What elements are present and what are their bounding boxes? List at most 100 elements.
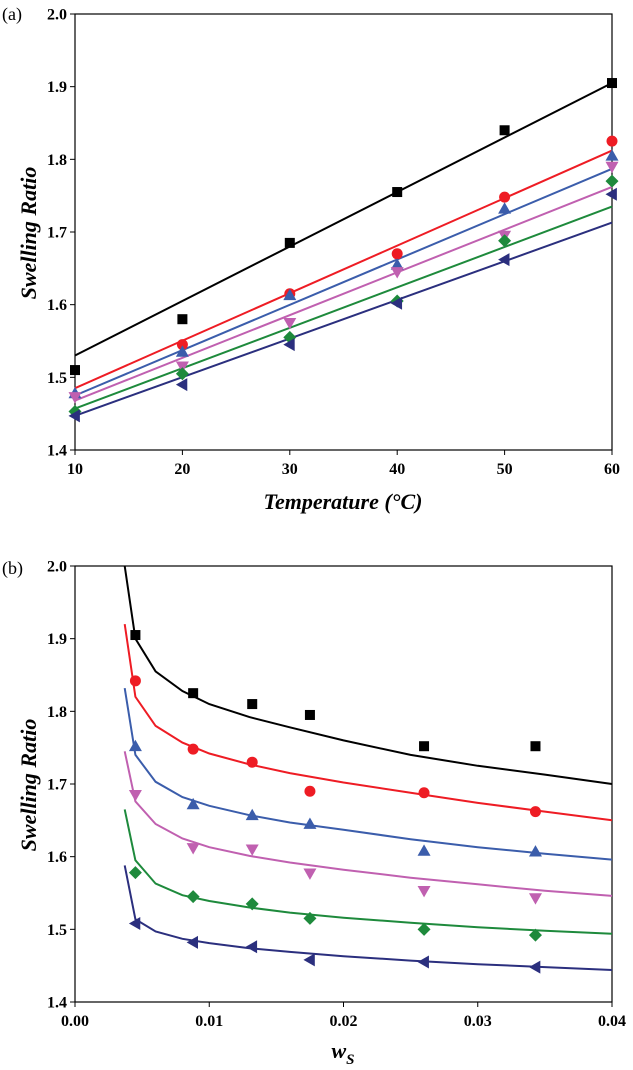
panel-a-y-tick-label: 1.9 [47, 79, 67, 96]
panel-a-x-tick-label: 10 [67, 461, 83, 478]
panel-b-series-5-point [186, 890, 200, 904]
panel-b-x-axis-title-main: w [331, 1038, 346, 1063]
panel-b-series-6-point [128, 917, 141, 931]
panel-a-series-1-point [392, 187, 403, 198]
panel-a-series-6-point [390, 296, 403, 310]
panel-a-series-3-point [498, 202, 512, 214]
panel-b-series-1-point [419, 741, 430, 752]
panel-a-fit-line-3 [74, 167, 613, 397]
panel-b-series-3-point [528, 845, 542, 857]
panel-b-series-5-point [417, 922, 431, 936]
panel-b-series-6-point [245, 940, 258, 954]
panel-b-x-axis-title-subscript: S [346, 1052, 354, 1068]
panel-a-y-tick-label: 1.8 [47, 152, 67, 169]
panel-a-series-4-point [605, 161, 619, 174]
panel-b-y-tick-label: 1.7 [47, 777, 67, 794]
panel-b-series-5-point [528, 928, 542, 942]
panel-a-series-6-point [498, 253, 510, 267]
panel-a-plot-frame [74, 13, 613, 451]
panel-a-series-3-point [283, 288, 297, 301]
panel-b-series-5-point [303, 911, 317, 925]
panel-b-fit-line-1 [123, 565, 613, 785]
panel-a-series-6-point [605, 187, 617, 201]
panel-b-y-axis-title: Swelling Ratio [16, 719, 41, 852]
panel-a-x-axis-title: Temperature (°C) [264, 489, 423, 514]
panel-b-x-tick-label: 0.03 [464, 1013, 492, 1030]
panel-a-x-tick-label: 40 [389, 461, 405, 478]
panel-b-series-3-point [186, 797, 200, 810]
panel-b-fit-line-5 [123, 809, 613, 935]
panel-b-x-tick-label: 0.04 [598, 1013, 626, 1030]
panel-b-series-4-point [245, 844, 259, 856]
panel-b-series-2-point [246, 756, 258, 768]
panel-b-plot-area: 0.00 0.01 0.02 0.03 0.04 1.4 1.5 1.6 1.7 1.8 1.9 2.… [47, 559, 626, 1031]
panel-a-series-3-point [175, 345, 189, 357]
panel-b-series-4-point [186, 843, 200, 855]
panel-a-series-4-point [390, 267, 404, 279]
panel-a-series-1-point [284, 237, 295, 248]
panel-b-series-4-point [128, 790, 142, 802]
panel-a-y-tick-label: 1.4 [47, 443, 67, 460]
panel-a-series-1-point [70, 365, 80, 376]
panel-b-series-4-point [417, 885, 431, 898]
panel-a-x-tick-label: 20 [174, 461, 190, 478]
panel-a-series-1-point [177, 314, 188, 325]
panel-b-x-tick-label: 0.01 [195, 1013, 223, 1030]
panel-b-y-tick-label: 1.9 [47, 631, 67, 648]
panel-a-series-2-point [176, 339, 188, 351]
panel-a-series-5-point [175, 367, 189, 381]
panel-b-series-2-point [418, 787, 430, 799]
panel-b-y-tick-label: 1.5 [47, 922, 67, 939]
panel-b-y-tick-label: 1.4 [47, 995, 67, 1012]
panel-a-y-tick-label: 1.5 [47, 370, 67, 387]
panel-b-series-4-point [528, 893, 542, 905]
panel-a-series-4-point [283, 317, 297, 330]
panel-b-series-2-point [304, 785, 316, 797]
panel-a-x-tick-label: 30 [282, 461, 298, 478]
panel-b-x-axis-title: wS [331, 1038, 354, 1068]
panel-b-fit-line-4 [123, 751, 613, 897]
panel-b-series-5-point [245, 897, 259, 911]
panel-b-series-5-point [128, 866, 142, 880]
panel-a-series-2-point [606, 135, 618, 147]
panel-b-series-3-point [303, 817, 317, 829]
panel-b-series-6-point [528, 960, 541, 974]
panel-a-y-tick-label: 1.7 [47, 225, 67, 242]
panel-b-series-3-point [128, 739, 142, 752]
panel-a-series-5-point [605, 174, 619, 188]
panel-a-fit-line-5 [74, 205, 613, 410]
panel-b-series-1-point [304, 709, 315, 720]
panel-a-series-6-point [283, 338, 295, 352]
panel-a-series-2-point [499, 191, 511, 203]
panel-b-series-3-point [417, 844, 431, 856]
panel-b-series-1-point [188, 688, 199, 699]
panel-a-y-tick-label: 2.0 [47, 7, 67, 24]
panel-a-x-tick-label: 60 [604, 461, 620, 478]
panel-a-series-2-point [391, 248, 403, 260]
panel-a-series-6-point [175, 378, 188, 392]
panel-b-y-tick-label: 1.6 [47, 849, 67, 866]
panel-b-series-6-point [417, 955, 429, 969]
panel-a-fit-line-2 [74, 149, 613, 390]
panel-a-series-5-point [498, 234, 512, 248]
panel-b-series-4-point [303, 868, 317, 880]
panel-a-fit-line-4 [74, 185, 613, 402]
panel-a-y-tick-label: 1.6 [47, 297, 67, 314]
panel-b-series-2-point [187, 743, 199, 755]
panel-b-y-tick-label: 2.0 [47, 559, 67, 576]
panel-b-series-6-point [186, 935, 199, 949]
panel-b-fit-line-3 [123, 687, 613, 861]
panel-b-x-tick-label: 0.02 [330, 1013, 358, 1030]
panel-a-fit-line-6 [74, 221, 613, 417]
panel-a-series-4-point [68, 392, 82, 404]
panel-b-series-2-point [129, 675, 141, 687]
panel-b-x-tick-label: 0.00 [61, 1013, 89, 1030]
panel-a-series-6-point [68, 409, 80, 423]
panel-b: (b) Swelling Ratio wS 0.00 0.01 0.02 0.03 0.… [2, 558, 626, 1068]
panel-b-series-2-point [529, 806, 541, 818]
panel-b-series-1-point [530, 741, 541, 752]
panel-a-series-1-point [499, 125, 510, 136]
panel-b-series-1-point [130, 630, 141, 641]
panel-a-series-3-point [605, 149, 619, 161]
panel-b-y-tick-label: 1.8 [47, 704, 67, 721]
